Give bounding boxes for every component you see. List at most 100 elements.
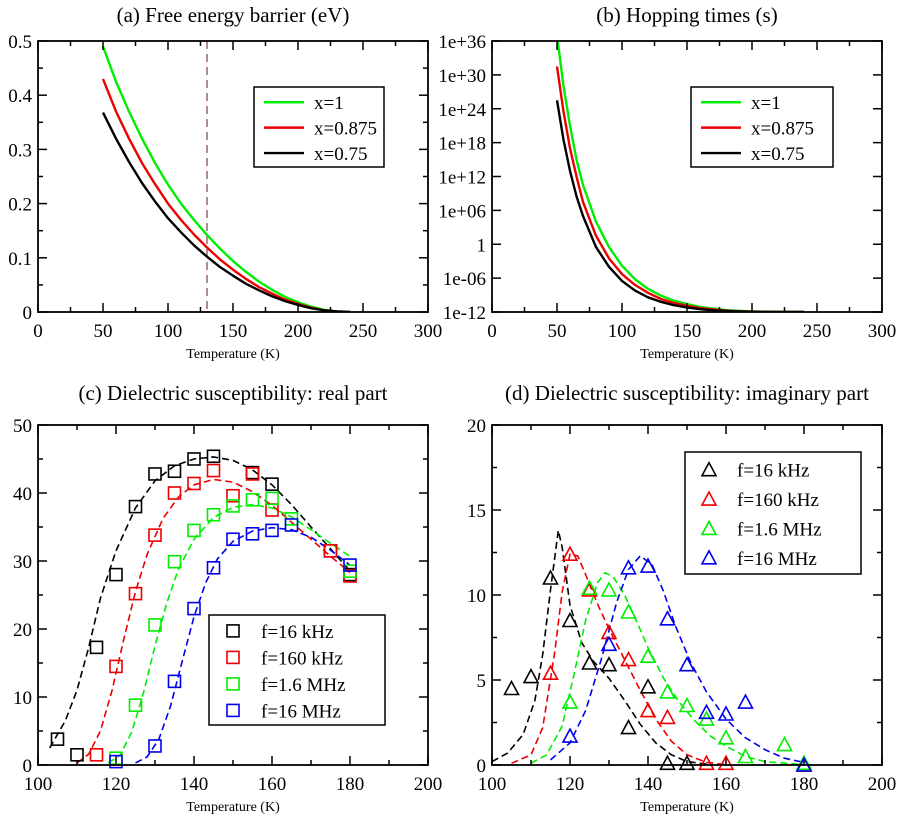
data-point [600,581,618,597]
plot-frame [37,424,429,766]
y-tick-label: 5 [477,671,487,692]
panel-title: (a) Free energy barrier (eV) [117,3,350,27]
panel-title: (c) Dielectric susceptibility: real part [78,381,387,405]
x-tick-label: 140 [634,774,663,795]
legend-swatch [226,703,240,718]
x-tick-label: 250 [803,321,832,342]
plot-frame [37,40,429,313]
y-tick-label: 10 [467,586,486,607]
plot-area [101,41,351,312]
panel-a: (a) Free energy barrier (eV) 0 50 100 150 200… [8,3,442,362]
y-tick-label: 0 [23,756,33,777]
x-tick-label: 50 [94,321,113,342]
data-point [620,603,637,619]
y-tick-label: 20 [467,416,486,437]
data-point [795,754,813,771]
legend-swatch [700,490,718,506]
x-tick-label: 200 [738,321,767,342]
y-tick-label: 1e+18 [438,134,486,155]
x-tick-label: 140 [180,774,209,795]
x-tick-label: 100 [24,774,53,795]
data-point [206,463,221,478]
data-point [245,467,260,481]
x-tick-label: 250 [349,321,378,342]
data-point [128,698,143,712]
data-point [542,664,559,681]
data-point [89,747,104,762]
data-point [265,523,279,538]
data-point [659,754,676,771]
y-tick-label: 15 [467,501,486,522]
y-tick-label: 0.1 [8,249,32,270]
legend-label: f=16 kHz [261,622,333,643]
data-point [148,739,162,753]
x-tick-label: 100 [478,774,507,795]
x-tick-label: 100 [154,321,183,342]
panel-title: (b) Hopping times (s) [596,3,777,27]
x-tick-label: 0 [487,321,497,342]
data-point [323,543,338,558]
data-point [265,503,279,517]
data-point [737,747,754,764]
data-point [698,754,715,771]
data-point [659,683,676,699]
data-point [187,452,201,466]
data-point [265,477,279,491]
legend-label: f=16 MHz [737,549,817,570]
data-point [581,579,598,596]
data-point [245,492,260,507]
data-point [600,656,618,672]
data-point [167,674,182,689]
x-tick-label: 300 [868,321,897,342]
data-point [678,754,696,771]
y-tick-label: 1e-12 [443,303,486,324]
legend: f=16 kHz f=160 kHz f=1.6 MHz f=16 MHz [208,614,386,726]
y-tick-label: 0.4 [8,86,32,107]
data-point [659,708,676,725]
plot-frame [491,40,883,313]
data-point [678,656,696,672]
legend-label: f=160 kHz [261,648,343,669]
data-point [206,560,221,575]
y-tick-label: 1e+36 [438,32,486,53]
legend-label: x=0.75 [314,144,367,165]
data-point [639,647,657,664]
panel-c: (c) Dielectric susceptibility: real part… [13,381,442,815]
data-point [109,754,123,769]
data-point [561,545,579,562]
x-tick-label: 100 [608,321,637,342]
data-point [776,735,793,752]
x-axis-label: Temperature (K) [186,800,280,815]
data-point [620,718,637,735]
x-tick-label: 150 [219,321,248,342]
x-axis-label: Temperature (K) [186,347,280,362]
data-point [284,518,299,532]
data-point [522,667,540,684]
y-tick-label: 1e+06 [438,201,486,222]
series-line [101,112,351,312]
data-point [206,449,221,464]
legend: x=1 x=0.875 x=0.75 [253,86,385,168]
data-point [698,703,715,720]
data-point [187,476,201,491]
legend-swatch [226,624,240,638]
legend-label: x=1 [314,93,344,114]
data-point [717,729,735,745]
legend-label: x=0.875 [314,119,377,140]
y-tick-label: 0.2 [8,195,32,216]
data-point [89,640,104,655]
legend-label: f=1.6 MHz [737,519,822,540]
data-point [206,507,221,522]
data-point [561,693,579,709]
legend-label: x=0.75 [751,144,804,165]
x-tick-label: 150 [673,321,702,342]
legend-label: x=0.875 [751,119,814,140]
data-point [639,557,657,573]
x-tick-label: 200 [868,774,897,795]
data-point [343,558,357,572]
x-tick-label: 180 [336,774,365,795]
data-point [561,727,579,743]
x-tick-label: 120 [102,774,131,795]
data-point [620,650,637,667]
data-point [737,693,754,709]
